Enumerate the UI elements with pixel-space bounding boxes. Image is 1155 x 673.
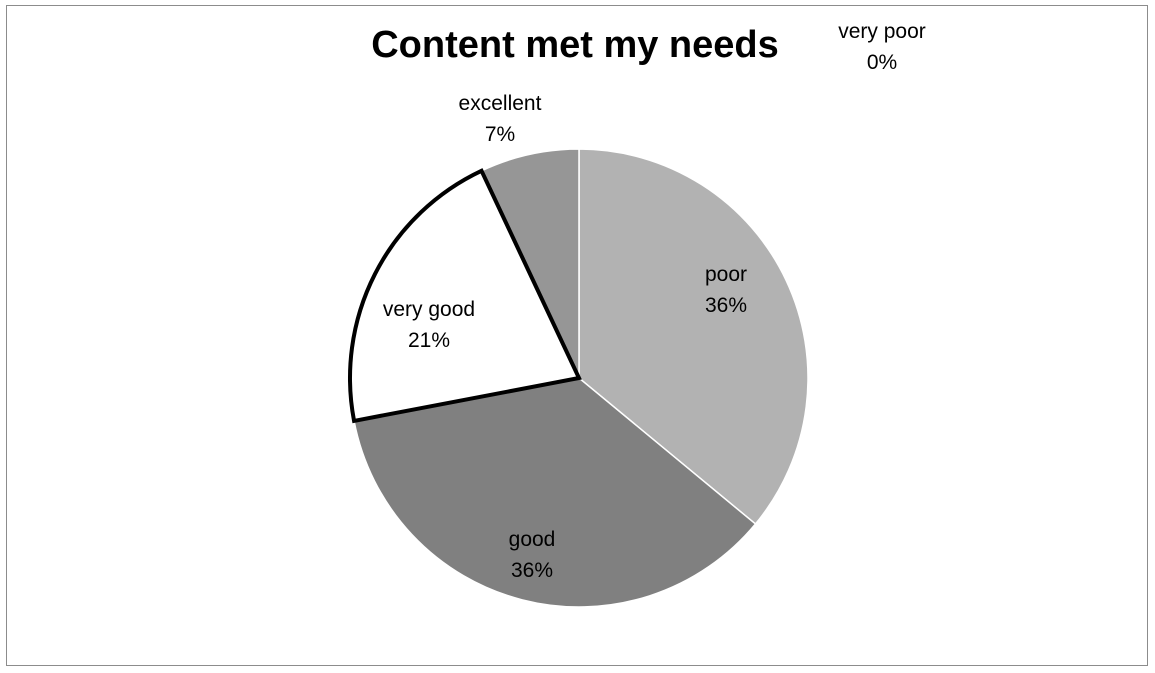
data-label-category: good: [509, 528, 556, 551]
data-label-excellent: excellent 7%: [459, 92, 542, 146]
data-label-category: excellent: [459, 92, 542, 115]
data-label-category: very good: [383, 298, 475, 321]
data-label-very-poor: very poor 0%: [838, 20, 926, 74]
data-label-percent: 0%: [867, 51, 897, 74]
pie-data-labels: poor 36% good 36% very good 21% excellent 7% ver…: [383, 20, 926, 582]
data-label-category: very poor: [838, 20, 926, 43]
data-label-percent: 7%: [485, 123, 515, 146]
pie-slice-poor: [578, 148, 809, 525]
data-label-very-good: very good 21%: [383, 298, 475, 352]
pie-slice-good: [353, 377, 757, 608]
chart-title: Content met my needs: [371, 24, 779, 66]
data-label-poor: poor 36%: [705, 263, 747, 317]
pie-slices: [348, 148, 809, 608]
data-label-good: good 36%: [509, 528, 556, 582]
data-label-category: poor: [705, 263, 747, 286]
data-label-percent: 36%: [705, 294, 747, 317]
data-label-percent: 21%: [408, 329, 450, 352]
pie-slice-selection-outline: [348, 168, 582, 424]
data-label-percent: 36%: [511, 559, 553, 582]
